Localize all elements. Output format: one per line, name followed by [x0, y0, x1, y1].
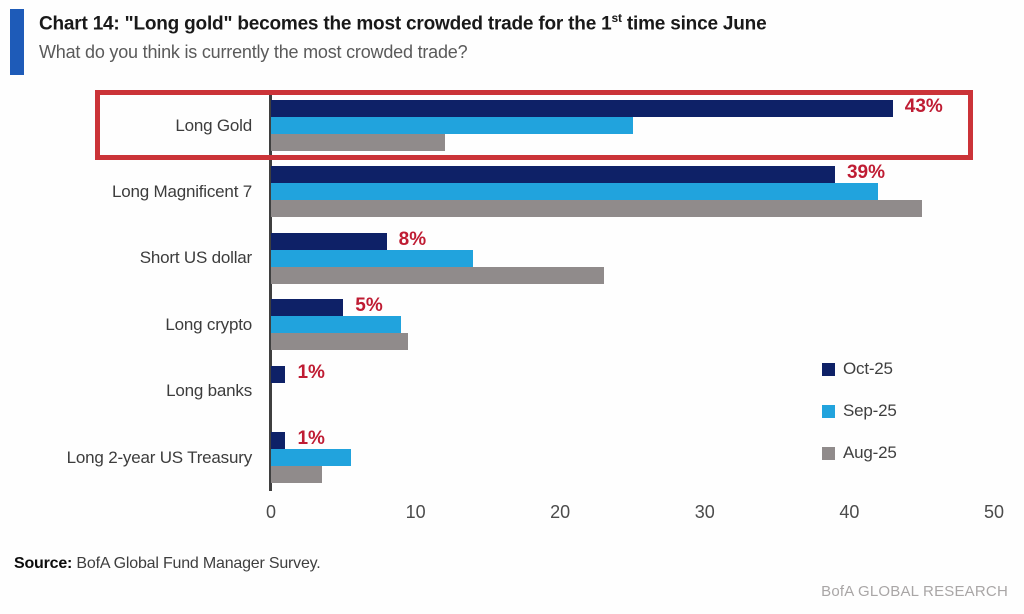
bar-sep-25-long-2-year-us-treasury	[271, 449, 351, 466]
category-label-long-crypto: Long crypto	[165, 314, 252, 334]
legend-label-aug-25: Aug-25	[843, 443, 897, 462]
category-label-long-banks: Long banks	[166, 381, 252, 401]
legend-label-sep-25: Sep-25	[843, 401, 897, 420]
x-axis-tick-label-20: 20	[550, 502, 571, 522]
legend: Oct-25 Sep-25 Aug-25	[822, 348, 962, 474]
highlight-box	[95, 90, 973, 160]
legend-item-oct-25: Oct-25	[822, 348, 962, 390]
bar-aug-25-long-magnificent-7	[271, 200, 922, 218]
value-label-long-magnificent-7: 39%	[846, 162, 885, 184]
x-axis-tick-label-50: 50	[983, 502, 1005, 522]
category-label-short-us-dollar: Short US dollar	[139, 248, 252, 268]
chart-title-superscript: st	[611, 11, 622, 25]
legend-item-sep-25: Sep-25	[822, 390, 962, 432]
legend-item-aug-25: Aug-25	[822, 432, 962, 474]
bar-group-long-gold: 43%	[271, 96, 994, 151]
plot-area: 43% 39% 8% 5% 1% 1%	[269, 95, 994, 491]
bar-oct-25-long-crypto	[271, 299, 344, 317]
brand-footer: BofA GLOBAL RESEARCH	[821, 583, 1008, 600]
bar-group-long-banks: 1%	[271, 361, 994, 417]
category-label-long-magnificent-7: Long Magnificent 7	[111, 181, 252, 201]
value-label-long-gold: 43%	[904, 96, 943, 117]
bar-sep-25-long-magnificent-7	[271, 183, 879, 201]
bar-group-long-2-year-us-treasury: 1%	[271, 428, 994, 483]
chart-subtitle: What do you think is currently the most …	[39, 42, 468, 62]
bar-group-short-us-dollar: 8%	[271, 228, 994, 284]
category-labels-column: Long Gold Long Magnificent 7 Short US doll…	[0, 95, 260, 491]
legend-label-oct-25: Oct-25	[843, 359, 893, 378]
y-axis-line	[269, 95, 272, 491]
x-axis-tick-label-40: 40	[839, 502, 860, 522]
legend-swatch-sep-25	[822, 404, 835, 418]
bar-aug-25-long-2-year-us-treasury	[271, 466, 322, 483]
category-label-long-gold: Long Gold	[175, 115, 252, 135]
bar-aug-25-short-us-dollar	[271, 266, 604, 284]
category-label-long-2-year-us-treasury: Long 2-year US Treasury	[66, 447, 253, 467]
chart-title: Chart 14: "Long gold" becomes the most c…	[39, 11, 919, 35]
legend-swatch-aug-25	[822, 446, 835, 460]
bar-oct-25-long-gold	[271, 100, 893, 117]
chart-title-text: Chart 14: "Long gold" becomes the most c…	[39, 13, 612, 35]
bar-oct-25-short-us-dollar	[271, 232, 387, 250]
bar-aug-25-long-gold	[271, 134, 445, 151]
value-label-short-us-dollar: 8%	[398, 228, 427, 250]
value-label-long-banks: 1%	[297, 361, 325, 383]
source-label: Source:	[14, 555, 73, 572]
bar-aug-25-long-crypto	[271, 333, 409, 351]
chart-title-suffix: time since June	[621, 13, 767, 35]
bar-sep-25-long-gold	[271, 117, 633, 134]
bar-sep-25-short-us-dollar	[271, 249, 474, 267]
value-label-long-2-year-us-treasury: 1%	[297, 428, 325, 449]
x-axis-tick-label-30: 30	[694, 502, 715, 522]
x-axis: 0 10 20 30 40 50	[266, 502, 1004, 524]
x-axis-tick-label-0: 0	[265, 502, 277, 522]
bar-oct-25-long-2-year-us-treasury	[271, 432, 286, 449]
value-label-long-crypto: 5%	[355, 295, 383, 317]
x-axis-tick-label-10: 10	[405, 502, 426, 522]
bar-oct-25-long-banks	[271, 365, 286, 383]
bar-sep-25-long-crypto	[271, 316, 402, 334]
bar-group-long-crypto: 5%	[271, 295, 994, 351]
title-accent-bar	[10, 9, 24, 75]
source-text: BofA Global Fund Manager Survey.	[72, 555, 321, 572]
bar-group-long-magnificent-7: 39%	[271, 162, 994, 218]
bar-oct-25-long-magnificent-7	[271, 166, 835, 184]
source-note: Source: BofA Global Fund Manager Survey.	[14, 555, 321, 573]
legend-swatch-oct-25	[822, 362, 835, 376]
